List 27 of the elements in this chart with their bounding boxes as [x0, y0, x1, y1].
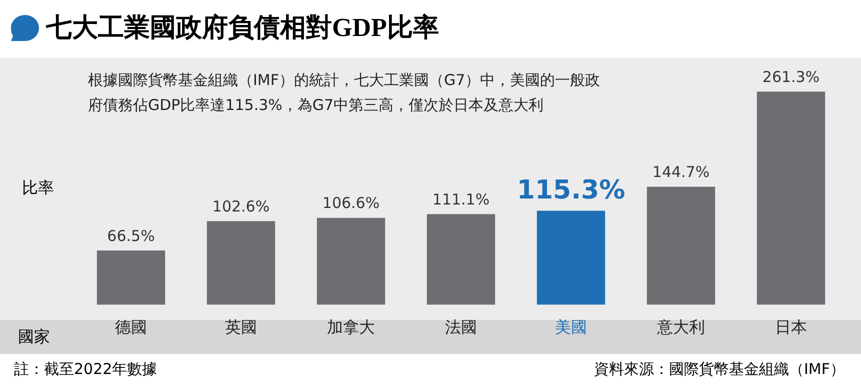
data-label: 261.3%: [762, 68, 820, 86]
bar: [316, 218, 386, 305]
x-tick-label: 意大利: [656, 318, 705, 337]
bar: [536, 210, 606, 305]
x-tick-label: 加拿大: [327, 318, 375, 337]
bar: [96, 250, 166, 305]
text: 註：截至2022年數據: [14, 360, 158, 379]
bar: [426, 214, 496, 305]
source-note: 資料來源：國際貨幣基金組織（IMF）: [594, 360, 845, 379]
x-tick-label: 法國: [445, 318, 477, 337]
bar: [646, 186, 716, 305]
x-tick-label: 美國: [555, 318, 587, 337]
data-label: 144.7%: [652, 163, 710, 182]
data-label: 102.6%: [212, 197, 270, 216]
bar: [206, 221, 276, 305]
data-label: 115.3%: [516, 175, 626, 206]
y-axis-title: 比率: [22, 178, 54, 199]
x-tick-label: 日本: [775, 318, 807, 337]
chart-title: 七大工業國政府負債相對GDP比率: [46, 12, 439, 44]
data-label: 111.1%: [432, 190, 490, 209]
x-tick-label: 英國: [225, 318, 257, 337]
x-axis-title: 國家: [18, 327, 50, 348]
annotation: 根據國際貨幣基金組織（IMF）的統計，七大工業國（G7）中，美國的一般政府債務佔GDP比率達115.3%，為G7中第三高，僅次於日本及意大利: [88, 70, 602, 116]
data-label: 66.5%: [107, 226, 155, 245]
bar: [756, 92, 826, 305]
x-tick-label: 德國: [115, 318, 147, 337]
data-label: 106.6%: [322, 194, 380, 212]
